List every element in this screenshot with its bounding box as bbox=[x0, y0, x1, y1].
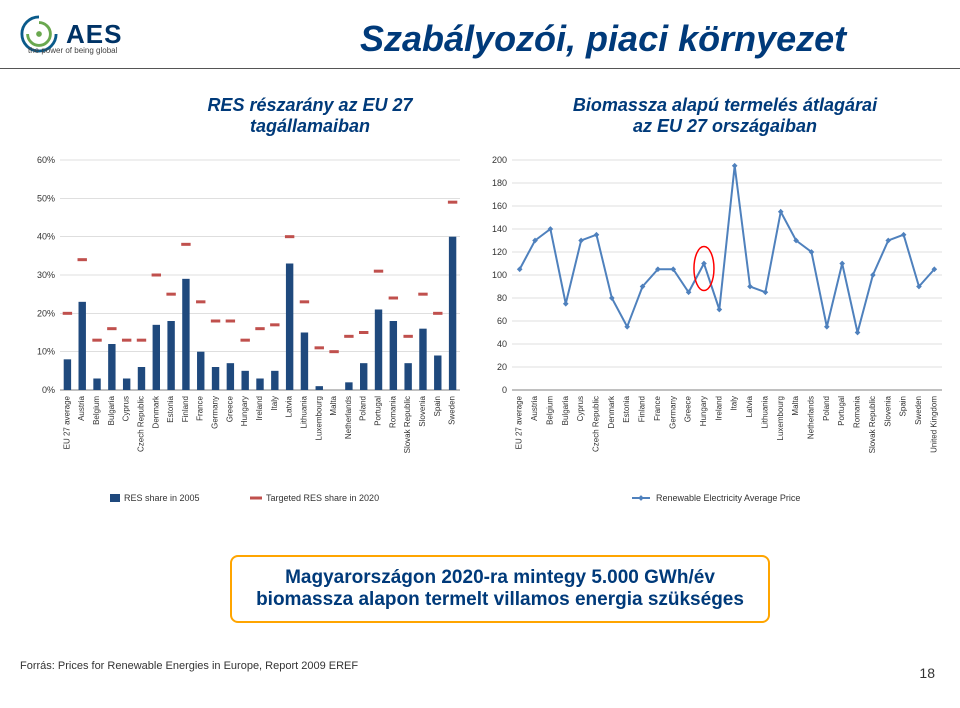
svg-text:Slovenia: Slovenia bbox=[418, 395, 427, 426]
page-number: 18 bbox=[919, 665, 935, 681]
header-divider bbox=[0, 68, 960, 69]
svg-text:Italy: Italy bbox=[730, 396, 739, 411]
svg-text:Finland: Finland bbox=[638, 396, 647, 422]
svg-text:Malta: Malta bbox=[791, 395, 800, 415]
logo-tagline: the power of being global bbox=[28, 46, 117, 55]
svg-text:Romania: Romania bbox=[853, 395, 862, 428]
svg-text:120: 120 bbox=[492, 247, 507, 257]
svg-text:Czech Republic: Czech Republic bbox=[136, 396, 145, 452]
svg-text:Bulgaria: Bulgaria bbox=[561, 395, 570, 425]
svg-text:Greece: Greece bbox=[684, 395, 693, 422]
chart-right-title: Biomassza alapú termelés átlagárai az EU… bbox=[565, 95, 885, 137]
svg-text:Luxembourg: Luxembourg bbox=[314, 396, 323, 440]
svg-text:EU 27 average: EU 27 average bbox=[62, 395, 71, 449]
svg-text:Cyprus: Cyprus bbox=[576, 396, 585, 421]
svg-text:180: 180 bbox=[492, 178, 507, 188]
svg-text:100: 100 bbox=[492, 270, 507, 280]
svg-text:Cyprus: Cyprus bbox=[122, 396, 131, 421]
summary-box: Magyarországon 2020-ra mintegy 5.000 GWh… bbox=[230, 555, 770, 623]
svg-text:Estonia: Estonia bbox=[166, 395, 175, 422]
res-share-bar-chart: 0% 10% 20% 30% 40% 50% 60% EU 27 average Austria… bbox=[20, 150, 470, 530]
svg-text:Spain: Spain bbox=[433, 396, 442, 416]
svg-text:Lithuania: Lithuania bbox=[760, 395, 769, 428]
svg-text:Sweden: Sweden bbox=[914, 396, 923, 425]
svg-text:Renewable Electricity Average: Renewable Electricity Average Price bbox=[656, 493, 800, 503]
svg-text:Denmark: Denmark bbox=[151, 395, 160, 428]
svg-text:Poland: Poland bbox=[359, 396, 368, 421]
svg-text:France: France bbox=[196, 395, 205, 420]
svg-text:Netherlands: Netherlands bbox=[806, 396, 815, 439]
svg-text:Romania: Romania bbox=[388, 395, 397, 428]
svg-text:Malta: Malta bbox=[329, 395, 338, 415]
svg-text:Estonia: Estonia bbox=[622, 395, 631, 422]
svg-text:30%: 30% bbox=[37, 270, 55, 280]
svg-text:60%: 60% bbox=[37, 155, 55, 165]
svg-text:EU 27 average: EU 27 average bbox=[515, 395, 524, 449]
svg-text:Targeted RES share in 2020: Targeted RES share in 2020 bbox=[266, 493, 379, 503]
logo-text: AES bbox=[66, 19, 122, 50]
source-text: Forrás: Prices for Renewable Energies in… bbox=[20, 660, 358, 672]
svg-text:Slovak Republic: Slovak Republic bbox=[403, 396, 412, 453]
svg-text:RES share in 2005: RES share in 2005 bbox=[124, 493, 200, 503]
svg-text:Belgium: Belgium bbox=[92, 396, 101, 425]
svg-text:Slovenia: Slovenia bbox=[883, 395, 892, 426]
svg-text:Denmark: Denmark bbox=[607, 395, 616, 428]
svg-text:20%: 20% bbox=[37, 308, 55, 318]
svg-text:Hungary: Hungary bbox=[699, 396, 708, 426]
svg-text:160: 160 bbox=[492, 201, 507, 211]
svg-text:Ireland: Ireland bbox=[714, 396, 723, 420]
svg-text:Hungary: Hungary bbox=[240, 396, 249, 426]
svg-text:Portugal: Portugal bbox=[374, 396, 383, 426]
svg-text:France: France bbox=[653, 395, 662, 420]
svg-text:Czech Republic: Czech Republic bbox=[591, 396, 600, 452]
svg-text:0: 0 bbox=[502, 385, 507, 395]
svg-text:0%: 0% bbox=[42, 385, 55, 395]
svg-text:Austria: Austria bbox=[530, 395, 539, 420]
svg-text:Finland: Finland bbox=[181, 396, 190, 422]
svg-text:Slovak Republic: Slovak Republic bbox=[868, 396, 877, 453]
svg-text:Portugal: Portugal bbox=[837, 396, 846, 426]
svg-text:Sweden: Sweden bbox=[448, 396, 457, 425]
svg-text:60: 60 bbox=[497, 316, 507, 326]
svg-text:10%: 10% bbox=[37, 347, 55, 357]
svg-text:Latvia: Latvia bbox=[285, 395, 294, 417]
svg-text:Italy: Italy bbox=[270, 396, 279, 411]
svg-text:Austria: Austria bbox=[77, 395, 86, 420]
svg-text:40: 40 bbox=[497, 339, 507, 349]
svg-text:Bulgaria: Bulgaria bbox=[107, 395, 116, 425]
svg-text:80: 80 bbox=[497, 293, 507, 303]
svg-text:200: 200 bbox=[492, 155, 507, 165]
page-title: Szabályozói, piaci környezet bbox=[360, 18, 846, 60]
svg-text:Belgium: Belgium bbox=[545, 396, 554, 425]
svg-text:Ireland: Ireland bbox=[255, 396, 264, 420]
biomass-price-line-chart: 0 20 40 60 80 100 120 140 160 180 200 EU 27 average… bbox=[480, 150, 950, 530]
svg-text:Germany: Germany bbox=[211, 396, 220, 429]
svg-text:Latvia: Latvia bbox=[745, 395, 754, 417]
svg-text:Germany: Germany bbox=[668, 396, 677, 429]
svg-text:40%: 40% bbox=[37, 232, 55, 242]
chart-left-title: RES részarány az EU 27 tagállamaiban bbox=[180, 95, 440, 137]
svg-text:United Kingdom: United Kingdom bbox=[929, 396, 938, 453]
svg-text:50%: 50% bbox=[37, 193, 55, 203]
svg-text:140: 140 bbox=[492, 224, 507, 234]
svg-text:Netherlands: Netherlands bbox=[344, 396, 353, 439]
svg-text:20: 20 bbox=[497, 362, 507, 372]
svg-text:Spain: Spain bbox=[899, 396, 908, 416]
svg-text:Luxembourg: Luxembourg bbox=[776, 396, 785, 440]
svg-text:Lithuania: Lithuania bbox=[299, 395, 308, 428]
svg-text:Poland: Poland bbox=[822, 396, 831, 421]
svg-text:Greece: Greece bbox=[225, 395, 234, 422]
